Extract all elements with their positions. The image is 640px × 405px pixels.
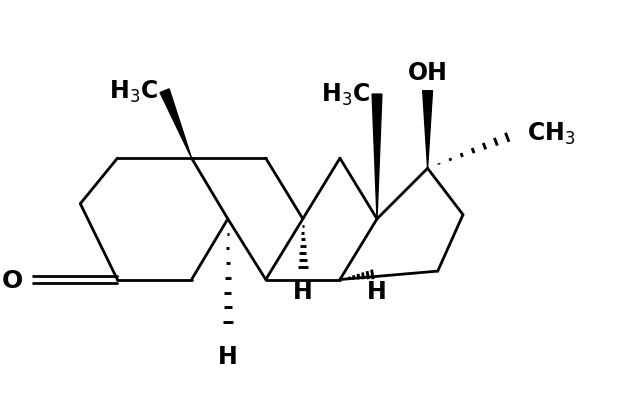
Polygon shape (160, 90, 191, 159)
Text: CH$_3$: CH$_3$ (527, 120, 575, 147)
Polygon shape (372, 95, 382, 220)
Text: H: H (367, 279, 387, 303)
Text: H: H (293, 279, 313, 303)
Text: O: O (2, 268, 23, 292)
Text: H$_3$C: H$_3$C (321, 82, 371, 108)
Text: H$_3$C: H$_3$C (109, 79, 158, 104)
Text: OH: OH (408, 61, 447, 85)
Text: H: H (218, 344, 237, 368)
Polygon shape (422, 92, 433, 169)
